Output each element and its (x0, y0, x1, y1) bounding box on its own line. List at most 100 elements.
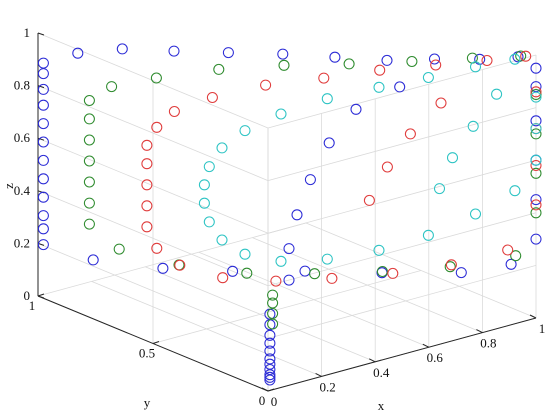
z-tick (37, 295, 45, 299)
data-point-series-2 (444, 261, 456, 273)
data-point-series-1 (455, 267, 467, 279)
data-point-series-2 (83, 176, 95, 188)
data-point-series-3 (270, 275, 282, 287)
data-point-series-4 (446, 152, 459, 164)
y-tick-label: 0.5 (139, 346, 155, 361)
data-point-series-3 (151, 121, 163, 133)
x-tick-label: 0.2 (319, 379, 335, 394)
grid-line (267, 265, 537, 339)
data-point-series-1 (283, 243, 295, 255)
data-point-series-4 (321, 93, 333, 105)
data-point-series-4 (469, 208, 482, 220)
data-point-series-4 (198, 179, 210, 191)
data-point-series-1 (37, 136, 49, 148)
data-point-series-3 (381, 161, 393, 173)
data-point-series-2 (530, 167, 542, 179)
data-point-series-1 (87, 254, 99, 266)
data-point-series-4 (530, 91, 542, 103)
data-point-series-3 (387, 267, 399, 279)
data-point-series-2 (83, 197, 95, 209)
data-point-series-4 (509, 53, 521, 65)
data-point-series-3 (318, 72, 330, 84)
data-point-series-2 (278, 59, 290, 71)
data-point-series-4 (530, 154, 542, 166)
data-point-series-1 (37, 239, 49, 251)
data-point-series-1 (530, 115, 542, 127)
z-tick-label: 0.6 (14, 130, 31, 145)
z-tick (37, 137, 45, 141)
grid-line (37, 222, 307, 297)
data-point-series-1 (222, 47, 234, 59)
data-point-series-2 (83, 218, 95, 230)
data-point-series-1 (530, 233, 542, 245)
data-point-series-4 (239, 248, 251, 260)
data-point-series-3 (530, 159, 542, 172)
data-point-series-2 (213, 63, 225, 75)
data-point-series-1 (323, 137, 335, 149)
data-point-series-3 (502, 244, 514, 256)
data-point-series-3 (404, 128, 416, 140)
data-point-series-1 (157, 262, 169, 274)
data-point-series-3 (174, 259, 186, 271)
data-point-series-1 (116, 43, 128, 55)
data-point-series-1 (37, 68, 49, 80)
data-point-series-3 (141, 200, 153, 212)
data-point-series-1 (37, 223, 49, 235)
data-point-series-3 (430, 59, 442, 71)
data-point-series-2 (530, 207, 542, 219)
data-point-series-3 (374, 64, 386, 76)
x-tick-label: 0.4 (373, 365, 390, 380)
data-point-series-1 (264, 345, 276, 357)
data-point-series-1 (37, 191, 49, 203)
data-point-series-4 (203, 161, 215, 173)
y-tick (37, 293, 45, 297)
data-point-series-3 (481, 54, 493, 67)
data-point-series-1 (264, 329, 276, 341)
data-point-series-3 (217, 272, 229, 284)
data-point-series-4 (373, 244, 385, 256)
data-point-series-3 (141, 221, 153, 233)
grid-lines (37, 32, 537, 392)
data-point-series-4 (275, 255, 287, 267)
data-point-series-1 (304, 174, 316, 186)
data-point-series-3 (326, 272, 338, 284)
data-point-series-2 (267, 289, 279, 301)
data-point-series-1 (394, 81, 406, 93)
z-tick-label: 0 (24, 288, 31, 303)
data-point-series-2 (83, 94, 95, 107)
grid-line (267, 107, 537, 181)
data-point-series-1 (37, 99, 49, 111)
data-point-series-3 (435, 97, 447, 109)
data-point-series-1 (37, 154, 49, 166)
z-tick-label: 0.2 (14, 235, 30, 250)
data-point-series-1 (264, 337, 276, 349)
data-point-series-1 (264, 371, 276, 383)
x-axis-line (267, 317, 537, 392)
data-point-series-4 (469, 61, 482, 73)
data-point-series-3 (445, 259, 457, 271)
data-point-series-4 (422, 71, 434, 84)
y-tick-label: 0 (259, 393, 266, 408)
data-markers (37, 43, 542, 386)
data-point-series-1 (37, 210, 49, 222)
data-point-series-3 (168, 105, 180, 118)
x-tick-label: 0.8 (480, 336, 496, 351)
data-point-series-3 (141, 179, 153, 191)
grid-line (267, 159, 537, 234)
data-point-series-2 (530, 128, 542, 140)
data-point-series-2 (343, 58, 355, 70)
grid-line (267, 212, 537, 287)
data-point-series-1 (283, 274, 295, 286)
data-point-series-3 (530, 86, 542, 98)
data-point-series-3 (206, 91, 218, 104)
data-point-series-2 (515, 50, 527, 62)
data-point-series-1 (350, 103, 362, 115)
data-point-series-1 (428, 53, 441, 65)
data-point-series-1 (299, 265, 311, 277)
data-point-series-1 (168, 45, 180, 57)
data-point-series-2 (83, 155, 95, 167)
x-tick (476, 329, 483, 334)
